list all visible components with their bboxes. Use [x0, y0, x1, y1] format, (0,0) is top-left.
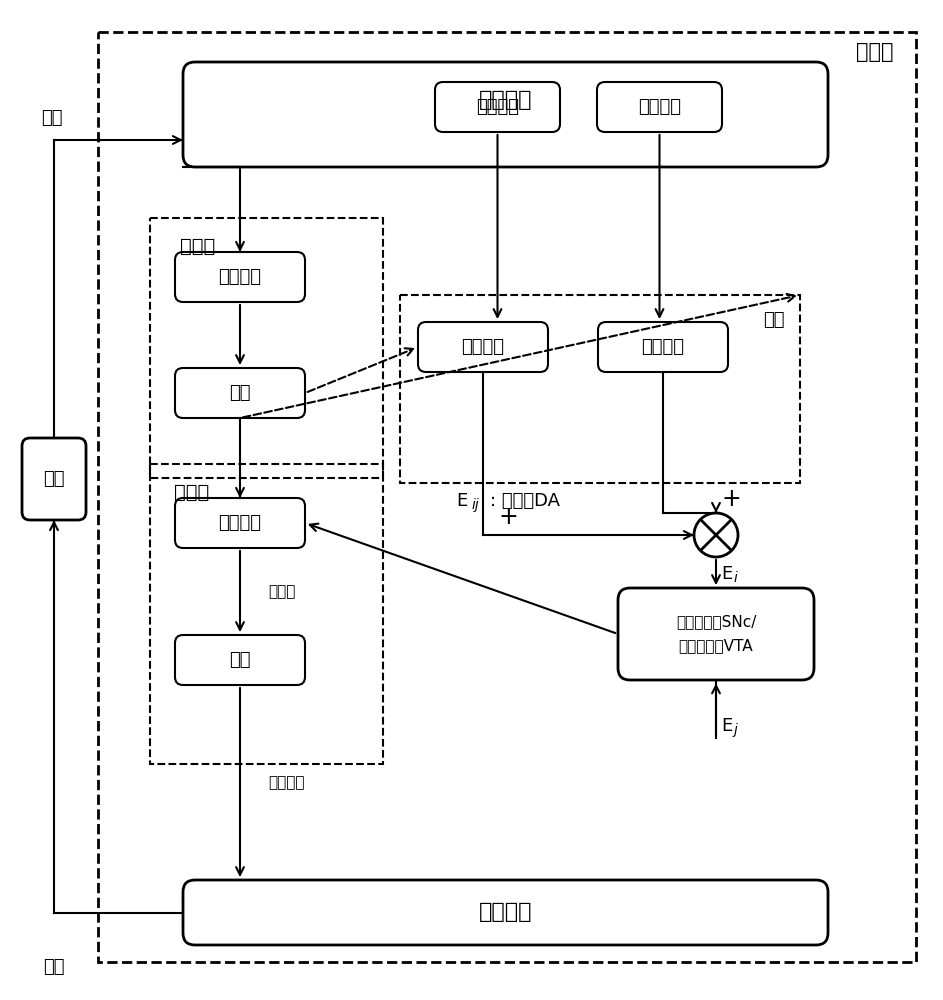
Text: 感觉皮质: 感觉皮质 [479, 90, 532, 110]
Text: 取向性: 取向性 [268, 584, 295, 599]
FancyBboxPatch shape [418, 322, 548, 372]
Text: 黑质致密部SNc/: 黑质致密部SNc/ [676, 614, 756, 630]
Text: 环境: 环境 [43, 470, 65, 488]
Text: 障碍能量: 障碍能量 [641, 338, 685, 356]
FancyBboxPatch shape [175, 252, 305, 302]
Text: +: + [721, 487, 741, 511]
FancyBboxPatch shape [435, 82, 560, 132]
Text: 腹侧被盖区VTA: 腹侧被盖区VTA [679, 639, 753, 654]
Bar [98, 32, 916, 962]
FancyBboxPatch shape [183, 880, 828, 945]
FancyBboxPatch shape [22, 438, 86, 520]
Text: E: E [721, 717, 733, 735]
Text: 视觉细胞: 视觉细胞 [638, 98, 681, 116]
Text: 基质: 基质 [229, 651, 251, 669]
FancyBboxPatch shape [183, 62, 828, 167]
Text: 纹状体: 纹状体 [174, 483, 209, 502]
FancyBboxPatch shape [618, 588, 814, 680]
Text: 纹状小体: 纹状小体 [219, 514, 261, 532]
Text: E: E [721, 565, 733, 583]
FancyBboxPatch shape [175, 368, 305, 418]
Text: 嗅觉细胞: 嗅觉细胞 [476, 98, 519, 116]
FancyBboxPatch shape [175, 498, 305, 548]
Text: E: E [455, 492, 467, 510]
Bar [150, 218, 383, 478]
Text: 气味能量: 气味能量 [461, 338, 505, 356]
Text: 位置: 位置 [229, 384, 251, 402]
Text: : 多巴胺DA: : 多巴胺DA [489, 492, 559, 510]
Text: 海马体: 海马体 [180, 236, 216, 255]
Text: 动作: 动作 [43, 958, 65, 976]
Bar [150, 464, 383, 764]
Text: 感知: 感知 [41, 109, 63, 127]
FancyBboxPatch shape [598, 322, 728, 372]
Text: 选择动作: 选择动作 [268, 775, 305, 790]
Text: 运动皮质: 运动皮质 [479, 902, 532, 922]
FancyBboxPatch shape [175, 635, 305, 685]
Text: +: + [498, 505, 518, 529]
Text: 丘脑: 丘脑 [763, 311, 785, 329]
Text: i: i [734, 571, 737, 585]
Text: ij: ij [472, 498, 479, 512]
Bar [400, 295, 800, 483]
Text: 位置细胞: 位置细胞 [219, 268, 261, 286]
Text: 智能体: 智能体 [856, 42, 894, 62]
Text: j: j [734, 723, 737, 737]
FancyBboxPatch shape [597, 82, 722, 132]
